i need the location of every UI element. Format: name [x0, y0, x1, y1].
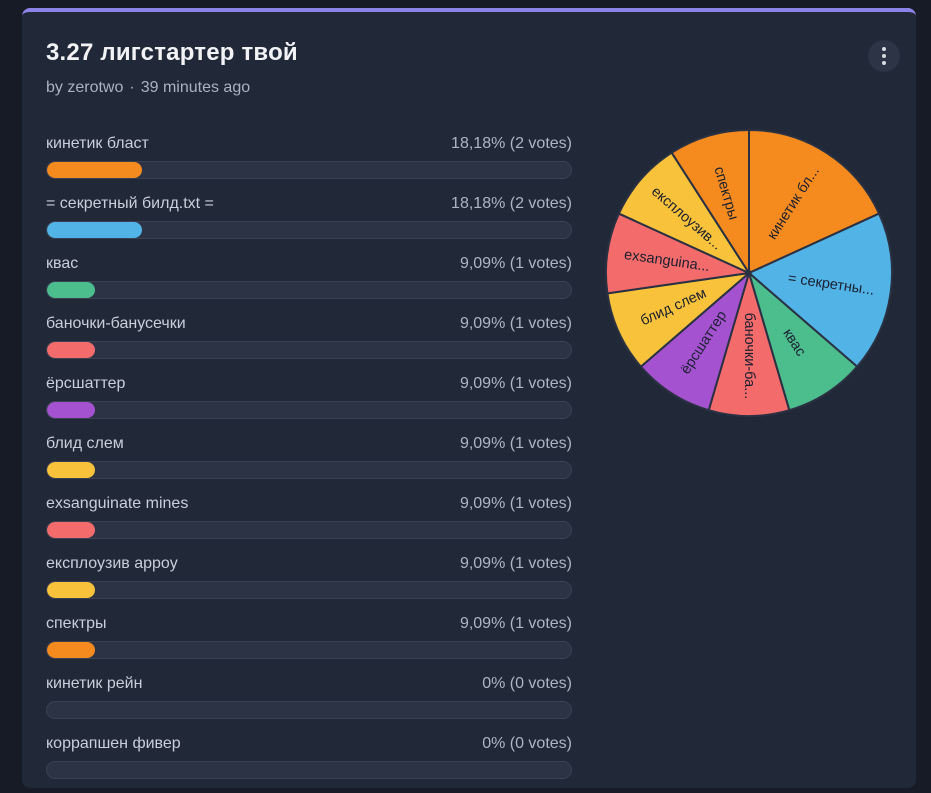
poll-option-percent: 9,09% (1 votes) [459, 495, 572, 512]
poll-option[interactable]: спектры 9,09% (1 votes) [46, 613, 572, 673]
poll-option-percent: 18,18% (2 votes) [451, 195, 572, 212]
poll-option[interactable]: = секретный билд.txt = 18,18% (2 votes) [46, 193, 572, 253]
poll-option[interactable]: експлоузив аppoy 9,09% (1 votes) [46, 553, 572, 613]
poll-option-bar-fill [47, 462, 95, 478]
poll-byline: by zerotwo · 39 minutes ago [46, 79, 250, 97]
poll-option-label: спектры [46, 615, 107, 632]
poll-option-percent: 9,09% (1 votes) [459, 255, 572, 272]
poll-option-percent: 9,09% (1 votes) [459, 615, 572, 632]
poll-option-bar-track [46, 161, 572, 179]
poll-option-bar-track [46, 461, 572, 479]
poll-option[interactable]: баночки-банусечки 9,09% (1 votes) [46, 313, 572, 373]
pie-chart: кинетик бл... = секретны... квас баночки-ба… [604, 128, 894, 418]
poll-option[interactable]: кинетик бласт 18,18% (2 votes) [46, 133, 572, 193]
poll-option-percent: 18,18% (2 votes) [451, 135, 572, 152]
poll-option-header: кинетик рейн 0% (0 votes) [46, 673, 572, 695]
poll-option-bar-track [46, 641, 572, 659]
poll-option-bar-fill [47, 642, 95, 658]
poll-option-label: кинетик рейн [46, 675, 143, 692]
poll-option[interactable]: ёрсшаттер 9,09% (1 votes) [46, 373, 572, 433]
pie-slice[interactable] [606, 271, 753, 369]
poll-option-label: блид слем [46, 435, 124, 452]
poll-option-bar-fill [47, 582, 95, 598]
pie-slice[interactable] [617, 151, 752, 276]
poll-time: 39 minutes ago [140, 79, 251, 96]
poll-option-bar-fill [47, 522, 95, 538]
pie-slice[interactable] [748, 128, 881, 275]
pie-chart-svg: кинетик бл...= секретны...квасбаночки-ба… [605, 128, 893, 417]
more-options-button[interactable] [868, 40, 900, 72]
poll-option-label: баночки-банусечки [46, 315, 186, 332]
pie-slice-label: баночки-ба... [741, 313, 757, 400]
poll-option-label: ёрсшаттер [46, 375, 126, 392]
poll-option-bar-track [46, 521, 572, 539]
poll-option-bar-track [46, 761, 572, 779]
poll-option[interactable]: кинетик рейн 0% (0 votes) [46, 673, 572, 733]
poll-option-header: кинетик бласт 18,18% (2 votes) [46, 133, 572, 155]
poll-option-bar-fill [47, 282, 95, 298]
poll-option-label: = секретный билд.txt = [46, 195, 214, 212]
poll-option-header: баночки-банусечки 9,09% (1 votes) [46, 313, 572, 335]
poll-option-bar-track [46, 581, 572, 599]
poll-option-header: експлоузив аppoy 9,09% (1 votes) [46, 553, 572, 575]
poll-title: 3.27 лигстартер твой [46, 39, 298, 66]
pie-slice[interactable] [747, 212, 893, 369]
pie-slice[interactable] [747, 270, 859, 412]
poll-option-label: exsanguinate mines [46, 495, 189, 512]
poll-author: by zerotwo [46, 79, 124, 96]
poll-option-percent: 9,09% (1 votes) [459, 315, 572, 332]
poll-option-header: квас 9,09% (1 votes) [46, 253, 572, 275]
pie-slice[interactable] [670, 128, 750, 277]
poll-option-bar-track [46, 701, 572, 719]
poll-option-percent: 0% (0 votes) [482, 735, 572, 752]
poll-option-bar-track [46, 221, 572, 239]
pie-slice[interactable] [707, 269, 791, 417]
poll-option[interactable]: блид слем 9,09% (1 votes) [46, 433, 572, 493]
poll-option-bar-fill [47, 342, 95, 358]
menu-dot-icon [882, 47, 886, 51]
poll-option[interactable]: квас 9,09% (1 votes) [46, 253, 572, 313]
poll-option-label: експлоузив аppoy [46, 555, 178, 572]
poll-option-percent: 9,09% (1 votes) [459, 555, 572, 572]
poll-option-bar-track [46, 281, 572, 299]
poll-option[interactable]: exsanguinate mines 9,09% (1 votes) [46, 493, 572, 553]
poll-option-header: = секретный билд.txt = 18,18% (2 votes) [46, 193, 572, 215]
poll-option-label: кинетик бласт [46, 135, 149, 152]
poll-card: 3.27 лигстартер твой by zerotwo · 39 minut… [22, 8, 916, 788]
poll-option-bar-track [46, 341, 572, 359]
pie-slice[interactable] [605, 212, 753, 295]
pie-slice[interactable] [639, 270, 751, 412]
poll-option-bar-fill [47, 222, 143, 238]
poll-option-bar-track [46, 401, 572, 419]
poll-options-list: кинетик бласт 18,18% (2 votes) = секретный… [46, 133, 572, 793]
poll-option-header: блид слем 9,09% (1 votes) [46, 433, 572, 455]
poll-option[interactable]: коррапшен фивер 0% (0 votes) [46, 733, 572, 793]
poll-option-percent: 0% (0 votes) [482, 675, 572, 692]
poll-option-percent: 9,09% (1 votes) [459, 375, 572, 392]
poll-option-label: квас [46, 255, 79, 272]
poll-option-bar-fill [47, 162, 143, 178]
byline-separator: · [129, 79, 135, 96]
poll-option-header: ёрсшаттер 9,09% (1 votes) [46, 373, 572, 395]
poll-option-bar-fill [47, 402, 95, 418]
poll-option-header: коррапшен фивер 0% (0 votes) [46, 733, 572, 755]
poll-option-header: exsanguinate mines 9,09% (1 votes) [46, 493, 572, 515]
menu-dot-icon [882, 54, 886, 58]
poll-option-percent: 9,09% (1 votes) [459, 435, 572, 452]
poll-option-header: спектры 9,09% (1 votes) [46, 613, 572, 635]
menu-dot-icon [882, 61, 886, 65]
poll-option-label: коррапшен фивер [46, 735, 181, 752]
